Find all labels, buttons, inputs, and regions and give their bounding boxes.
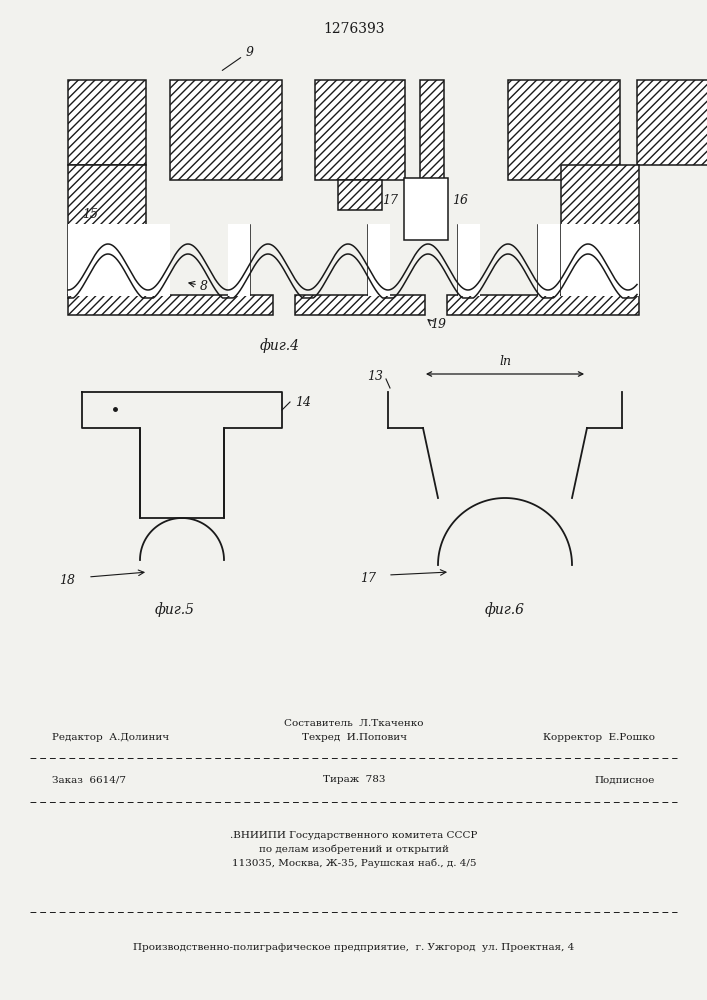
Bar [230,225,250,295]
Text: 17: 17 [382,194,398,207]
Bar [368,225,388,295]
Text: Производственно-полиграфическое предприятие,  г. Ужгород  ул. Проектная, 4: Производственно-полиграфическое предприя… [134,944,575,952]
Bar [338,180,382,210]
Text: 19: 19 [430,318,446,332]
Bar [404,178,448,240]
Text: 13: 13 [367,370,383,383]
Text: 16: 16 [452,194,468,207]
Text: 17: 17 [360,572,376,584]
Bar [228,224,250,296]
Bar [538,224,560,296]
Bar [68,224,148,296]
Bar [561,224,639,296]
Bar [368,224,390,296]
Text: 9: 9 [246,45,254,58]
Text: фиг.6: фиг.6 [485,602,525,617]
Bar [458,225,478,295]
Text: 113035, Москва, Ж-35, Раушская наб., д. 4/5: 113035, Москва, Ж-35, Раушская наб., д. … [232,858,477,868]
Text: фиг.5: фиг.5 [155,602,195,617]
Text: Редактор  А.Долинич: Редактор А.Долинич [52,733,169,742]
Text: 1276393: 1276393 [323,22,385,36]
Text: 15: 15 [82,208,98,221]
Bar [508,80,620,180]
Bar [538,225,558,295]
Bar [561,165,639,295]
Bar [447,295,639,315]
Text: фиг.4: фиг.4 [260,338,300,353]
Text: Подписное: Подписное [595,776,655,784]
Text: по делам изобретений и открытий: по делам изобретений и открытий [259,844,449,854]
Bar [295,295,425,315]
Bar [68,165,146,295]
Text: lп: lп [499,355,511,368]
Text: .ВНИИПИ Государственного комитета СССР: .ВНИИПИ Государственного комитета СССР [230,830,478,840]
Bar [458,224,480,296]
Bar [148,225,168,295]
Text: Тираж  783: Тираж 783 [323,776,385,784]
Bar [170,80,282,180]
Text: 18: 18 [59,574,75,586]
Bar [637,80,707,165]
Text: Корректор  Е.Рошко: Корректор Е.Рошко [543,733,655,742]
Bar [420,80,444,180]
Text: Составитель  Л.Ткаченко: Составитель Л.Ткаченко [284,719,423,728]
Text: 14: 14 [295,395,311,408]
Text: Техред  И.Попович: Техред И.Попович [301,733,407,742]
Bar [68,295,273,315]
Bar [68,80,146,165]
Bar [315,80,405,180]
Text: 8: 8 [200,280,208,294]
Bar [148,224,170,296]
Text: Заказ  6614/7: Заказ 6614/7 [52,776,126,784]
